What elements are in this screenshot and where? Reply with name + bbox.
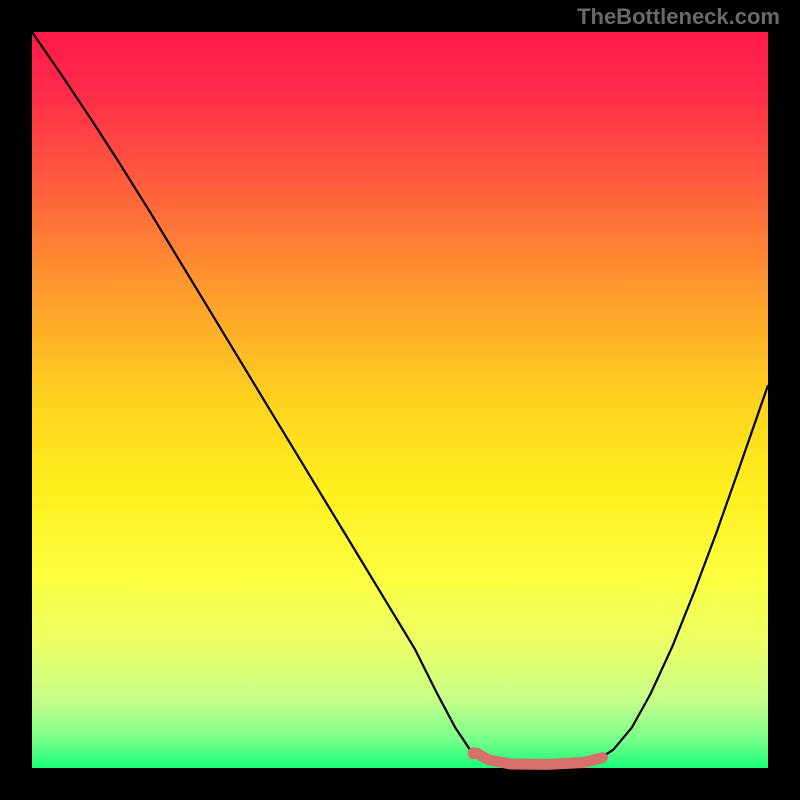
minimum-band: [477, 753, 602, 764]
chart-border: [0, 0, 800, 800]
plot-background: [32, 32, 768, 768]
minimum-marker: [468, 747, 480, 759]
bottleneck-chart: TheBottleneck.com: [0, 0, 800, 800]
chart-svg: [0, 0, 800, 800]
outer-border-rect: [0, 0, 800, 800]
watermark-text: TheBottleneck.com: [577, 4, 780, 30]
bottleneck-curve: [32, 32, 768, 765]
